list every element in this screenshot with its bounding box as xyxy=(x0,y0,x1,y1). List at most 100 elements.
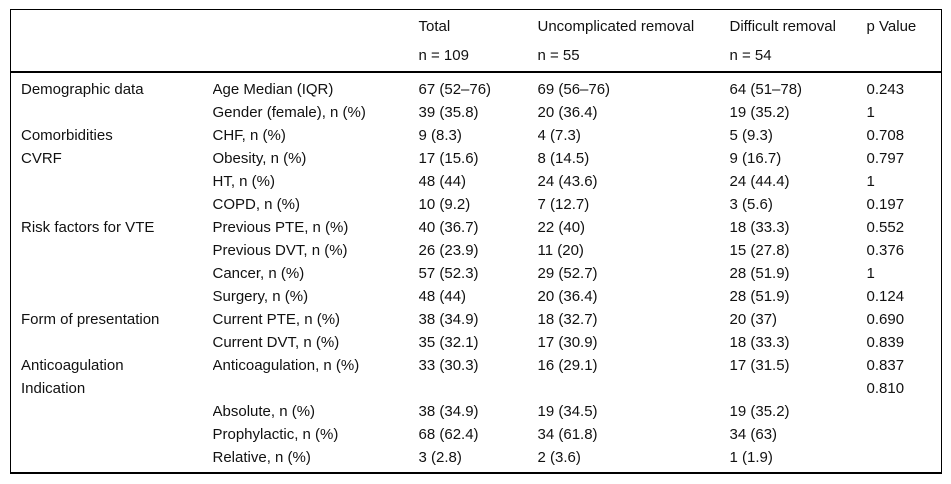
table-row: HT, n (%) 48 (44) 24 (43.6) 24 (44.4) 1 xyxy=(11,170,942,193)
patient-characteristics-table-wrap: Total n = 109 Uncomplicated removal n = … xyxy=(10,9,942,474)
cell-uncomplicated xyxy=(538,377,730,400)
cell-total: 39 (35.8) xyxy=(418,104,479,121)
cell-total: 38 (34.9) xyxy=(418,403,479,420)
header-pvalue-label: p Value xyxy=(866,18,917,35)
cell-category: Comorbidities xyxy=(21,127,113,144)
table-row: Absolute, n (%) 38 (34.9) 19 (34.5) 19 (35.… xyxy=(11,400,942,423)
table-row: Previous DVT, n (%) 26 (23.9) 11 (20) 15 (2… xyxy=(11,239,942,262)
cell-variable: Relative, n (%) xyxy=(212,449,311,466)
header-row: Total n = 109 Uncomplicated removal n = … xyxy=(10,9,942,73)
cell-category xyxy=(11,101,213,124)
cell-difficult: 15 (27.8) xyxy=(729,242,790,259)
header-difficult-n: n = 54 xyxy=(729,47,772,64)
cell-total: 17 (15.6) xyxy=(418,150,479,167)
cell-total: 3 (2.8) xyxy=(418,449,462,466)
cell-p: 0.243 xyxy=(866,81,905,98)
header-pvalue: p Value xyxy=(866,9,942,73)
cell-category xyxy=(11,285,213,308)
cell-category: Anticoagulation xyxy=(21,357,124,374)
cell-p xyxy=(867,423,942,446)
cell-variable: Anticoagulation, n (%) xyxy=(212,357,360,374)
cell-total: 26 (23.9) xyxy=(418,242,479,259)
patient-characteristics-table: Total n = 109 Uncomplicated removal n = … xyxy=(10,9,942,474)
cell-p: 0.124 xyxy=(866,288,905,305)
cell-category: CVRF xyxy=(21,150,62,167)
cell-category: Form of presentation xyxy=(21,311,160,328)
cell-difficult: 34 (63) xyxy=(729,426,778,443)
cell-variable: HT, n (%) xyxy=(212,173,276,190)
cell-uncomplicated: 22 (40) xyxy=(537,219,586,236)
cell-category xyxy=(11,239,213,262)
header-difficult: Difficult removal n = 54 xyxy=(729,9,867,73)
cell-uncomplicated: 4 (7.3) xyxy=(537,127,581,144)
cell-p: 0.690 xyxy=(866,311,905,328)
cell-difficult: 19 (35.2) xyxy=(729,104,790,121)
cell-total: 38 (34.9) xyxy=(418,311,479,328)
cell-variable: Gender (female), n (%) xyxy=(212,104,366,121)
cell-uncomplicated: 7 (12.7) xyxy=(537,196,590,213)
cell-p: 1 xyxy=(866,173,875,190)
cell-total: 33 (30.3) xyxy=(418,357,479,374)
cell-p: 0.797 xyxy=(866,150,905,167)
cell-difficult: 18 (33.3) xyxy=(729,334,790,351)
cell-difficult: 1 (1.9) xyxy=(729,449,773,466)
cell-p: 0.197 xyxy=(866,196,905,213)
cell-variable: Current PTE, n (%) xyxy=(212,311,341,328)
header-difficult-label: Difficult removal xyxy=(729,18,836,35)
cell-total: 48 (44) xyxy=(418,288,467,305)
table-row: Surgery, n (%) 48 (44) 20 (36.4) 28 (51.9) 0… xyxy=(11,285,942,308)
table-row: Gender (female), n (%) 39 (35.8) 20 (36.4)… xyxy=(11,101,942,124)
cell-p: 0.552 xyxy=(866,219,905,236)
cell-p: 1 xyxy=(866,104,875,121)
cell-p xyxy=(867,400,942,423)
cell-p: 0.837 xyxy=(866,357,905,374)
cell-difficult: 28 (51.9) xyxy=(729,288,790,305)
cell-variable: Cancer, n (%) xyxy=(212,265,305,282)
cell-uncomplicated: 2 (3.6) xyxy=(537,449,581,466)
cell-total: 57 (52.3) xyxy=(418,265,479,282)
cell-total: 35 (32.1) xyxy=(418,334,479,351)
cell-uncomplicated: 20 (36.4) xyxy=(537,104,598,121)
cell-category xyxy=(11,400,213,423)
cell-variable: Previous DVT, n (%) xyxy=(212,242,348,259)
cell-difficult: 28 (51.9) xyxy=(729,265,790,282)
cell-difficult: 18 (33.3) xyxy=(729,219,790,236)
cell-category xyxy=(11,170,213,193)
table-row: Form of presentation Current PTE, n (%) 38… xyxy=(11,308,942,331)
cell-variable: Absolute, n (%) xyxy=(212,403,316,420)
cell-difficult: 9 (16.7) xyxy=(729,150,782,167)
cell-category xyxy=(11,193,213,216)
cell-p xyxy=(867,446,942,473)
cell-p: 0.839 xyxy=(866,334,905,351)
cell-variable xyxy=(213,377,419,400)
cell-category xyxy=(11,446,213,473)
cell-category xyxy=(11,262,213,285)
cell-total xyxy=(419,377,538,400)
cell-category xyxy=(11,331,213,354)
table-row: Indication 0.810 xyxy=(11,377,942,400)
cell-difficult xyxy=(730,377,867,400)
cell-p: 0.376 xyxy=(866,242,905,259)
cell-uncomplicated: 11 (20) xyxy=(537,242,584,259)
cell-difficult: 3 (5.6) xyxy=(729,196,773,213)
cell-total: 9 (8.3) xyxy=(418,127,462,144)
table-row: Demographic data Age Median (IQR) 67 (52–7… xyxy=(11,72,942,101)
header-total-label: Total xyxy=(418,18,451,35)
table-row: Anticoagulation Anticoagulation, n (%) 33 … xyxy=(11,354,942,377)
cell-difficult: 5 (9.3) xyxy=(729,127,773,144)
cell-uncomplicated: 16 (29.1) xyxy=(537,357,598,374)
table-row: Cancer, n (%) 57 (52.3) 29 (52.7) 28 (51.9)… xyxy=(11,262,942,285)
header-total: Total n = 109 xyxy=(418,9,538,73)
cell-difficult: 17 (31.5) xyxy=(729,357,790,374)
cell-variable: Prophylactic, n (%) xyxy=(212,426,339,443)
cell-uncomplicated: 34 (61.8) xyxy=(537,426,598,443)
cell-uncomplicated: 20 (36.4) xyxy=(537,288,598,305)
cell-uncomplicated: 17 (30.9) xyxy=(537,334,598,351)
cell-uncomplicated: 18 (32.7) xyxy=(537,311,598,328)
table-row: Comorbidities CHF, n (%) 9 (8.3) 4 (7.3) 5 (… xyxy=(11,124,942,147)
cell-uncomplicated: 19 (34.5) xyxy=(537,403,598,420)
table-row: Prophylactic, n (%) 68 (62.4) 34 (61.8) 34 … xyxy=(11,423,942,446)
table-row: Relative, n (%) 3 (2.8) 2 (3.6) 1 (1.9) xyxy=(11,446,942,473)
table-row: COPD, n (%) 10 (9.2) 7 (12.7) 3 (5.6) 0.197 xyxy=(11,193,942,216)
cell-uncomplicated: 69 (56–76) xyxy=(537,81,611,98)
